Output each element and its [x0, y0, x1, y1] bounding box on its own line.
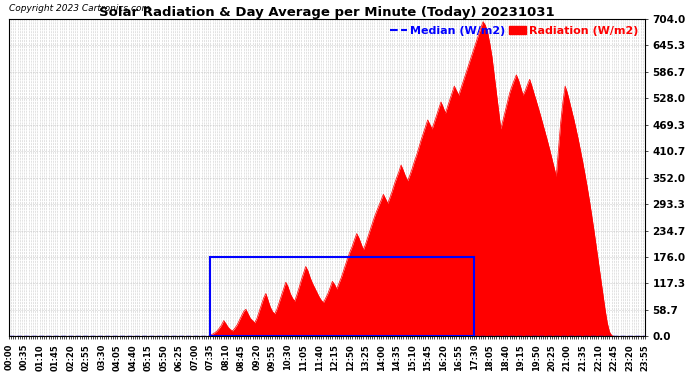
Legend: Median (W/m2), Radiation (W/m2): Median (W/m2), Radiation (W/m2): [389, 24, 640, 37]
Text: Copyright 2023 Cartronics.com: Copyright 2023 Cartronics.com: [9, 4, 150, 13]
Bar: [210, 257, 474, 336]
Title: Solar Radiation & Day Average per Minute (Today) 20231031: Solar Radiation & Day Average per Minute…: [99, 6, 555, 19]
